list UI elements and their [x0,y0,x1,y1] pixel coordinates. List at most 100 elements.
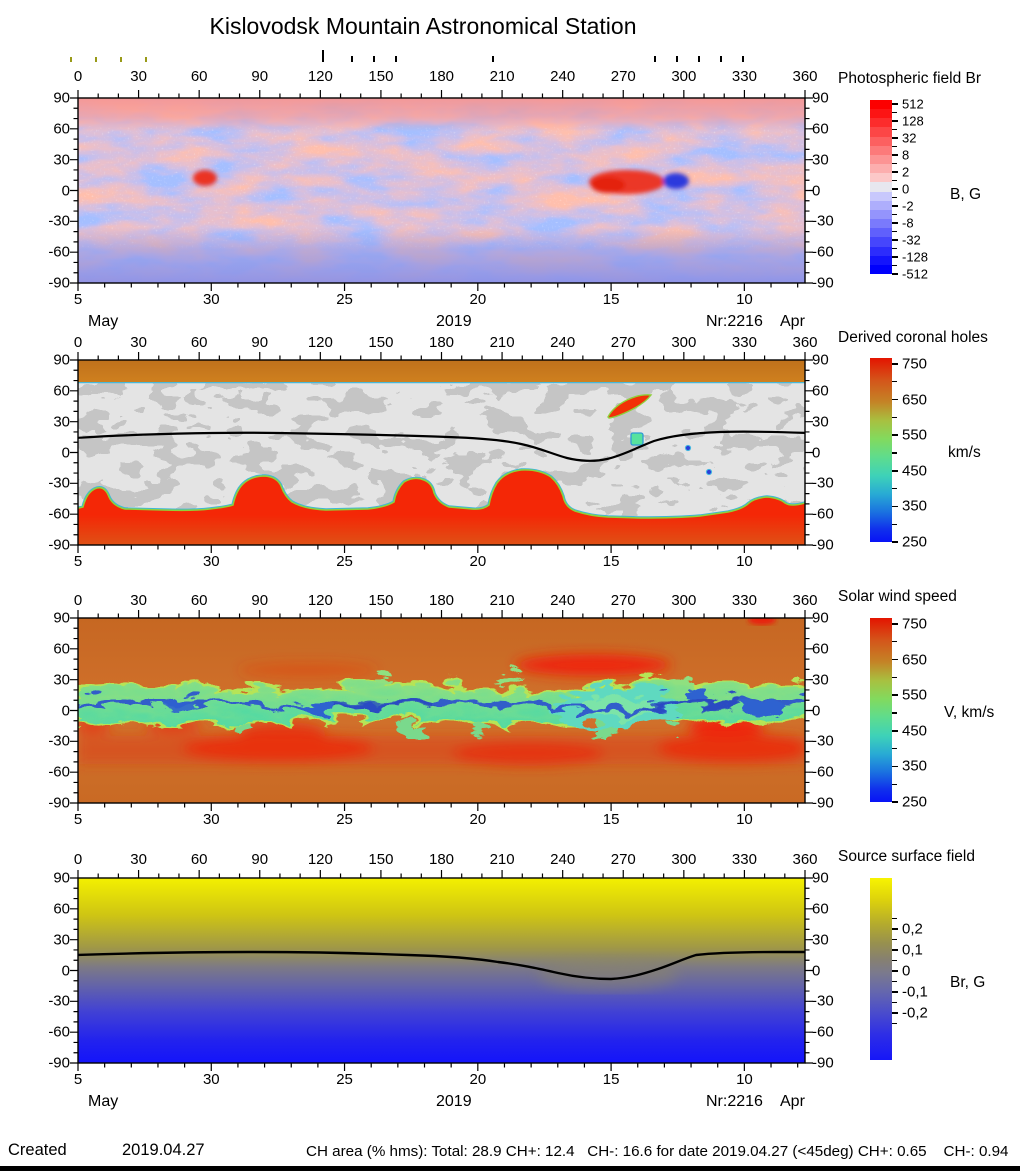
observation-mark [492,56,494,62]
colorbar-tick [892,213,897,216]
observation-mark [395,56,398,62]
month-left-label: May [88,313,119,330]
colorbar-tick-label: -2 [902,198,914,214]
panel3-latitude-labels-left: 90 60 30 0 -30 -60 -90 [36,611,70,811]
tick-label: 120 [307,851,333,868]
colorbar-tick [892,154,898,156]
tick-label: 0 [61,182,70,199]
colorbar1-ticks: 512 128 32 8 2 0 -2 -8 -32 -128 -512 [892,97,962,282]
tick-label: -60 [48,1023,70,1041]
tick-label: 330 [731,592,757,609]
tick-label: -60 [48,763,70,781]
colorbar-tick-label: 0,2 [902,920,923,938]
colorbar3-title: Solar wind speed [838,588,957,605]
tick-label: 210 [489,851,515,868]
tick-label: 90 [251,68,269,85]
tick-label: -30 [812,732,834,750]
colorbar-tick-label: 650 [902,391,928,409]
colorbar-tick [892,1022,897,1025]
colorbar-tick [892,928,898,930]
tick-label: 300 [671,68,697,85]
colorbar-tick-label: 450 [902,722,928,740]
tick-label: 30 [53,151,70,169]
colorbar-segment [870,127,892,137]
tick-label: 30 [130,592,147,609]
tick-label: 0 [61,702,70,719]
panel1-longitude-labels: 0 30 60 90 120 150 180 210 240 270 300 330 360 [74,68,818,88]
colorbar-tick [892,676,897,678]
tick-label: 30 [53,671,70,689]
observation-mark [675,56,678,62]
colorbar-tick [892,381,897,383]
colorbar-segment [870,136,892,146]
colorbar-tick [892,247,897,250]
colorbar-tick [892,239,898,241]
tick-label: -90 [48,1054,70,1072]
tick-label: 30 [130,334,147,351]
tick-label: 15 [602,291,620,308]
tick-label: 120 [307,68,333,85]
rotation-number-label: Nr:2216 [706,1093,763,1110]
colorbar-tick-label: 0 [902,181,910,197]
tick-label: 240 [550,851,576,868]
colorbar-tick-label: -32 [902,232,921,248]
colorbar-tick-label: 550 [902,686,928,704]
colorbar-tick [892,801,898,803]
tick-label: 25 [336,1071,353,1088]
tick-label: 30 [202,811,220,828]
month-right-label: Apr [780,1093,805,1110]
tick-label: 0 [812,444,821,461]
observation-mark [95,57,98,62]
year-label: 2019 [436,1093,472,1110]
tick-label: 5 [73,811,83,828]
neutral-line [78,430,805,462]
tick-label: 210 [489,592,515,609]
year-label: 2019 [436,313,472,330]
active-regions [193,170,689,194]
tick-label: 90 [53,869,70,887]
colorbar-segment [870,219,892,229]
page-title: Kislovodsk Mountain Astronomical Station [209,13,637,39]
tick-label: 150 [368,68,394,85]
tick-label: 120 [307,592,333,609]
tick-label: 5 [73,1071,83,1088]
tick-label: -90 [48,794,70,812]
tick-label: 0 [73,68,83,85]
north-polar-hole [78,360,805,382]
tick-label: 90 [812,351,829,369]
source-surface-field-map [78,878,805,1063]
photospheric-field-map [78,98,805,283]
colorbar-tick [892,748,897,750]
tick-label: 60 [53,640,70,658]
tick-label: 10 [736,811,753,828]
colorbar3-solar-wind [870,618,892,802]
observation-mark [322,50,325,62]
tick-label: -60 [812,505,834,523]
panel1-month-row: May 2019 Nr:2216 Apr [0,313,1020,333]
colorbar-tick-label: 450 [902,462,928,480]
tick-label: 270 [610,592,636,609]
colorbar1-photospheric [870,100,892,274]
colorbar4-unit: Br, G [950,974,986,991]
tick-label: -60 [812,1023,834,1041]
tick-label: 10 [736,291,753,308]
colorbar-segment [870,209,892,220]
tick-label: 90 [53,89,70,107]
colorbar-tick-label: 750 [902,615,928,633]
panel3-longitude-labels: 0 30 60 90 120 150 180 210 240 270 300 330 360 [74,592,818,612]
colorbar-tick-label: 350 [902,757,928,775]
panel4-longitude-labels: 0 30 60 90 120 150 180 210 240 270 300 330 360 [74,851,818,871]
colorbar-tick-label: 250 [902,793,928,811]
colorbar-tick [892,398,898,401]
colorbar-tick [892,970,898,972]
panel4-axes [70,870,813,1071]
colorbar2-unit: km/s [948,444,981,461]
isolated-coronal-holes [607,394,713,476]
tick-label: -30 [48,474,70,492]
colorbar-tick [892,145,897,148]
colorbar-tick-label: -128 [902,249,929,265]
tick-label: 30 [53,931,70,949]
colorbar-tick-label: 650 [902,651,928,669]
colorbar-tick [892,1012,898,1014]
observation-mark [372,56,375,62]
